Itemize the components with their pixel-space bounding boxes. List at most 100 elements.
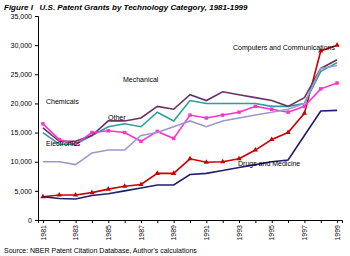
x-tick-mark bbox=[190, 220, 191, 223]
x-tick-mark bbox=[157, 220, 158, 223]
series-line bbox=[43, 66, 337, 165]
series-label: Drugs and Medicine bbox=[238, 160, 300, 168]
x-tick bbox=[125, 220, 126, 223]
x-tick: 1987 bbox=[138, 220, 145, 241]
y-tick: 35,000 bbox=[11, 13, 38, 20]
series-marker bbox=[90, 131, 93, 134]
x-tick-mark bbox=[239, 220, 240, 223]
series-marker bbox=[139, 140, 142, 143]
series-marker bbox=[334, 42, 339, 47]
y-tick-label: 10,000 bbox=[11, 158, 33, 165]
series-marker bbox=[73, 192, 78, 197]
series-marker bbox=[57, 192, 62, 197]
x-tick-mark bbox=[76, 220, 77, 223]
y-tick-label: 30,000 bbox=[11, 42, 33, 49]
x-axis: 1981 1983 1985 1987 1989 1991 1993 1995 1997 1999 bbox=[39, 220, 343, 241]
source: Source: NBER Patent Citation Database, A… bbox=[4, 247, 197, 254]
x-tick-mark bbox=[304, 220, 305, 223]
x-tick bbox=[190, 220, 191, 223]
x-tick: 1997 bbox=[301, 220, 308, 241]
x-axis-line bbox=[39, 221, 343, 224]
series-marker bbox=[204, 159, 209, 164]
y-tick-label: 5,000 bbox=[14, 188, 32, 195]
y-tick-mark bbox=[35, 16, 38, 17]
x-tick-mark bbox=[337, 220, 338, 223]
y-tick: 5,000 bbox=[14, 188, 38, 195]
x-tick-mark bbox=[92, 220, 93, 223]
series-marker bbox=[237, 110, 240, 113]
y-tick-label: 20,000 bbox=[11, 100, 33, 107]
y-tick-mark bbox=[35, 45, 38, 46]
x-tick-mark bbox=[272, 220, 273, 223]
series-marker bbox=[171, 170, 176, 175]
series-marker bbox=[107, 129, 110, 132]
x-tick: 1991 bbox=[203, 220, 210, 241]
y-tick: 20,000 bbox=[11, 100, 38, 107]
series-marker bbox=[89, 190, 94, 195]
series-label: Electronics bbox=[46, 140, 81, 147]
x-tick bbox=[59, 220, 60, 223]
series-marker bbox=[319, 87, 322, 90]
x-tick: 1989 bbox=[170, 220, 177, 241]
x-tick bbox=[288, 220, 289, 223]
x-tick-mark bbox=[255, 220, 256, 223]
x-tick: 1983 bbox=[72, 220, 79, 241]
y-tick-label: 35,000 bbox=[11, 13, 33, 20]
x-tick-label: 1985 bbox=[105, 225, 112, 241]
x-tick-label: 1995 bbox=[268, 225, 275, 241]
x-tick: 1985 bbox=[105, 220, 112, 241]
y-tick-label: 0 bbox=[28, 217, 32, 224]
x-tick-mark bbox=[141, 220, 142, 223]
series-marker bbox=[253, 147, 258, 152]
x-tick-mark bbox=[174, 220, 175, 223]
series-marker bbox=[123, 131, 126, 134]
plot: 0 5,000 10,000 15,000 20,000 25,000 30,000 35,0… bbox=[11, 13, 343, 241]
y-tick: 15,000 bbox=[11, 129, 38, 136]
x-tick bbox=[223, 220, 224, 223]
series-marker bbox=[172, 137, 175, 140]
series-label: Chemicals bbox=[46, 98, 79, 105]
y-tick: 25,000 bbox=[11, 71, 38, 78]
y-tick-mark bbox=[35, 162, 38, 163]
series-marker bbox=[205, 116, 208, 119]
x-tick-mark bbox=[108, 220, 109, 223]
x-tick: 1995 bbox=[268, 220, 275, 241]
series-marker bbox=[302, 110, 307, 115]
x-tick-mark bbox=[321, 220, 322, 223]
x-tick bbox=[321, 220, 322, 223]
y-tick: 30,000 bbox=[11, 42, 38, 49]
series-marker bbox=[155, 170, 160, 175]
x-tick-label: 1989 bbox=[170, 225, 177, 241]
x-tick-mark bbox=[125, 220, 126, 223]
x-tick bbox=[255, 220, 256, 223]
series-marker bbox=[188, 113, 191, 116]
annotations: Computers and CommunicationsMechanicalCh… bbox=[46, 44, 335, 168]
chart: Figure I U.S. Patent Grants by Technolog… bbox=[0, 0, 350, 256]
x-tick-label: 1997 bbox=[301, 225, 308, 241]
x-tick-label: 1983 bbox=[72, 225, 79, 241]
y-tick-label: 15,000 bbox=[11, 129, 33, 136]
x-tick: 1993 bbox=[236, 220, 243, 241]
x-tick-mark bbox=[223, 220, 224, 223]
series-marker bbox=[303, 105, 306, 108]
series-line bbox=[43, 110, 337, 199]
x-tick-label: 1999 bbox=[334, 225, 341, 241]
y-tick-mark bbox=[35, 103, 38, 104]
x-tick-mark bbox=[59, 220, 60, 223]
x-tick bbox=[92, 220, 93, 223]
series-marker bbox=[286, 110, 289, 113]
x-tick-mark bbox=[43, 220, 44, 223]
series-marker bbox=[187, 156, 192, 161]
x-tick-label: 1993 bbox=[236, 225, 243, 241]
x-tick-label: 1987 bbox=[138, 225, 145, 241]
series-marker bbox=[41, 122, 44, 125]
series-marker bbox=[138, 181, 143, 186]
x-tick: 1981 bbox=[40, 220, 47, 241]
title: Figure I U.S. Patent Grants by Technolog… bbox=[4, 3, 248, 12]
y-tick: 10,000 bbox=[11, 158, 38, 165]
y-tick-label: 25,000 bbox=[11, 71, 33, 78]
x-tick-label: 1991 bbox=[203, 225, 210, 241]
y-axis-line bbox=[35, 17, 39, 221]
series-marker bbox=[221, 113, 224, 116]
y-axis: 0 5,000 10,000 15,000 20,000 25,000 30,000 35,0… bbox=[11, 13, 39, 224]
